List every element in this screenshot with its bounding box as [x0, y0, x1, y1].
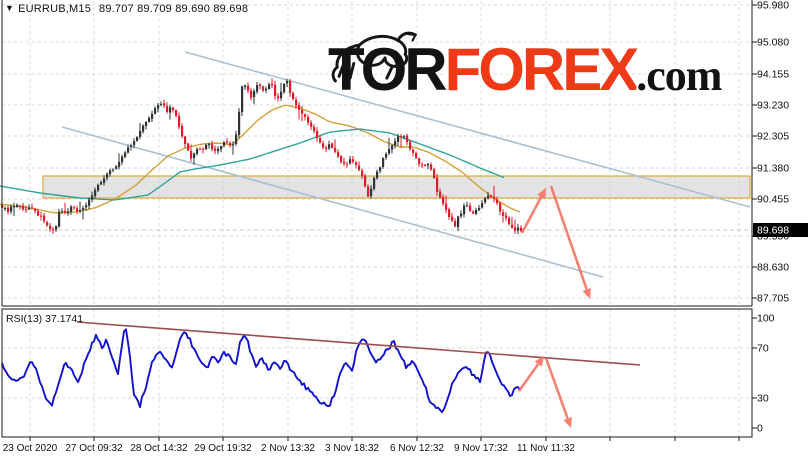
svg-text:89.698: 89.698: [757, 225, 789, 237]
svg-text:90.455: 90.455: [757, 194, 789, 206]
svg-text:3 Nov 18:32: 3 Nov 18:32: [325, 443, 379, 454]
rsi-trendline: [76, 321, 641, 366]
rsi-forecast-arrow-down: [544, 357, 572, 428]
svg-text:94.155: 94.155: [757, 69, 789, 81]
logo-text-com: .com: [636, 51, 722, 100]
support-zone: [42, 175, 751, 199]
price-forecast-arrow-down: [549, 185, 591, 299]
svg-text:2 Nov 13:32: 2 Nov 13:32: [261, 443, 315, 454]
symbol-name: EURRUB,M15: [18, 3, 92, 15]
svg-text:27 Oct 09:32: 27 Oct 09:32: [65, 443, 123, 454]
svg-text:92.305: 92.305: [757, 131, 789, 143]
svg-text:9 Nov 17:32: 9 Nov 17:32: [454, 443, 508, 454]
channel-lower-trendline: [61, 126, 604, 278]
channel-upper-trendline: [184, 51, 751, 208]
logo-text-forex: FOREX: [444, 36, 640, 103]
svg-text:0: 0: [757, 423, 763, 435]
svg-text:28 Oct 14:32: 28 Oct 14:32: [130, 443, 188, 454]
svg-text:88.630: 88.630: [757, 262, 789, 274]
ma-fast-orange: [0, 104, 521, 214]
rsi-indicator-label: RSI(13) 37.1741: [6, 313, 84, 325]
svg-text:95.080: 95.080: [757, 37, 789, 49]
chart-title-bar: ▼ EURRUB,M15 89.707 89.709 89.690 89.698: [5, 3, 248, 15]
svg-text:100: 100: [757, 313, 775, 325]
svg-text:29 Oct 19:32: 29 Oct 19:32: [194, 443, 252, 454]
ohlc-quotes: 89.707 89.709 89.690 89.698: [99, 3, 249, 15]
svg-text:87.705: 87.705: [757, 293, 789, 305]
price-axis-labels: 95.980 95.080 94.155 93.230 92.305 91.380 90.4…: [752, 0, 789, 305]
rsi-forecast-arrow-up: [517, 356, 544, 392]
svg-text:11 Nov 11:32: 11 Nov 11:32: [517, 443, 575, 454]
symbol-dropdown-icon[interactable]: ▼: [5, 3, 15, 13]
svg-text:23 Oct 2020: 23 Oct 2020: [3, 443, 58, 454]
svg-text:95.980: 95.980: [757, 0, 789, 12]
date-axis-labels: 23 Oct 2020 27 Oct 09:32 28 Oct 14:32 29 Oc…: [3, 437, 740, 454]
svg-text:91.380: 91.380: [757, 163, 789, 175]
rsi-line: [1, 328, 521, 414]
price-candles: [1, 78, 523, 235]
grid-lines: [2, 1, 752, 437]
current-price-tag: 89.698: [753, 223, 808, 237]
torforex-logo: TORFOREX.com: [328, 31, 722, 100]
svg-text:93.230: 93.230: [757, 100, 789, 112]
svg-text:6 Nov 12:32: 6 Nov 12:32: [390, 443, 444, 454]
rsi-axis-labels: 100 70 30 0: [752, 313, 775, 435]
bull-icon: [331, 31, 417, 83]
panel-frames: [1, 0, 753, 438]
ma-slow-teal: [0, 128, 505, 201]
svg-text:30: 30: [757, 393, 769, 405]
svg-text:70: 70: [757, 343, 769, 355]
price-forecast-arrow-up: [520, 188, 546, 234]
